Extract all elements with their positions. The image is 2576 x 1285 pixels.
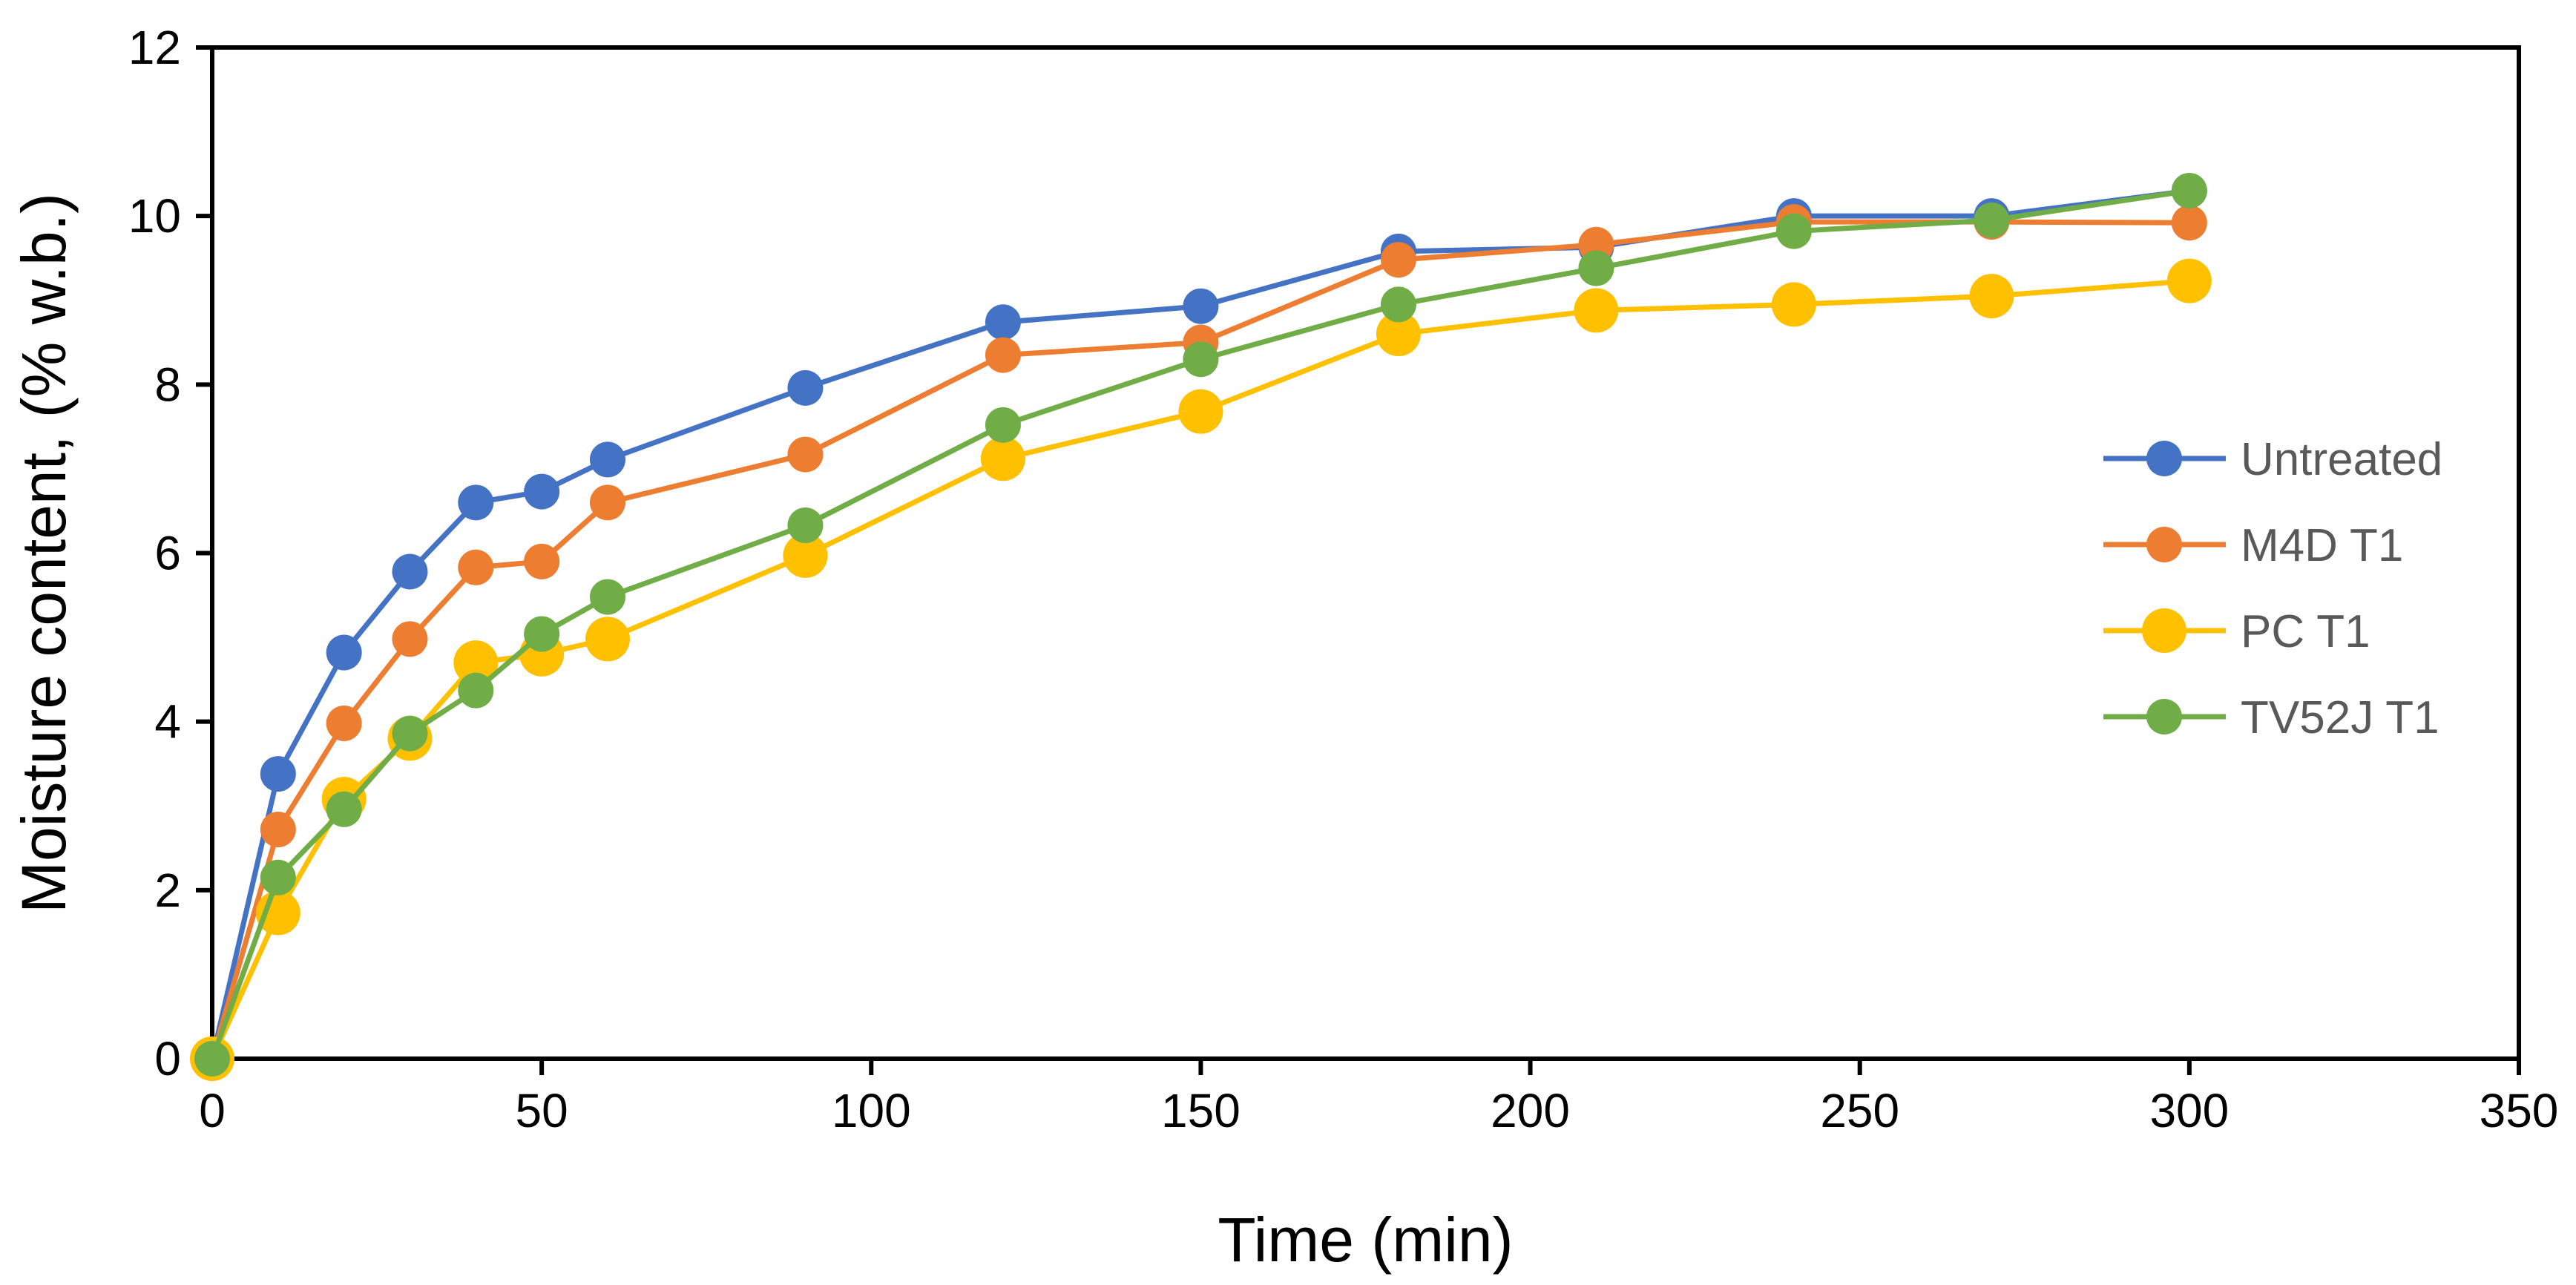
data-point [1771,282,1816,327]
y-tick-label: 2 [154,864,181,917]
x-tick-label: 50 [516,1084,568,1137]
data-point [524,473,560,510]
data-point [2166,258,2212,303]
x-axis-ticks: 0 50 100 150 200 250 300 350 [199,1059,2558,1137]
data-point [985,337,1021,373]
data-point [585,617,630,662]
data-point [1183,288,1219,324]
series-layer [190,173,2212,1081]
x-tick-label: 250 [1820,1084,1899,1137]
x-tick-label: 300 [2149,1084,2229,1137]
data-point [326,634,362,671]
data-point [392,621,428,657]
data-point [1380,286,1416,323]
data-point [524,616,560,652]
data-point [787,369,824,406]
data-point [458,672,494,709]
x-tick-label: 200 [1491,1084,1570,1137]
legend-label: TV52J T1 [2241,692,2439,743]
data-point [1578,250,1614,286]
data-point [589,441,625,478]
legend-label: M4D T1 [2241,520,2403,571]
data-point [2171,173,2207,209]
legend-item: TV52J T1 [2103,692,2439,743]
data-point [453,640,499,686]
data-point [783,533,828,578]
data-point [985,304,1021,341]
legend: Untreated M4D T1 PC T1 TV52J T1 [2103,434,2442,743]
data-point [458,484,494,521]
data-point [1376,312,1421,357]
legend-marker [2146,441,2182,476]
data-point [260,756,296,792]
data-point [326,705,362,741]
data-point [1775,213,1812,249]
legend-marker [2146,699,2182,734]
data-point [260,812,296,848]
y-tick-label: 10 [128,189,181,243]
legend-item: Untreated [2103,434,2442,485]
data-point [458,549,494,585]
y-tick-label: 6 [154,527,181,580]
data-point [1969,274,2014,319]
legend-label: PC T1 [2241,606,2370,657]
y-tick-label: 4 [154,695,181,749]
data-point [1183,341,1219,378]
data-point [787,436,824,473]
data-point [589,579,625,615]
legend-marker [2146,527,2182,562]
x-tick-label: 350 [2480,1084,2559,1137]
data-point [524,543,560,579]
legend-item: PC T1 [2103,606,2370,657]
data-point [260,859,296,895]
x-tick-label: 0 [199,1084,226,1137]
data-point [1574,288,1619,333]
data-point [787,507,824,544]
legend-item: M4D T1 [2103,520,2403,571]
data-point [194,1041,230,1077]
data-point [392,553,428,590]
data-point [1178,389,1223,434]
y-axis-title: Moisture content, (% w.b.) [9,193,79,913]
data-point [392,715,428,752]
data-point [980,436,1025,482]
data-point [1974,202,2010,238]
data-point [326,791,362,827]
y-tick-label: 8 [154,358,181,411]
y-tick-label: 12 [128,21,181,74]
data-point [589,484,625,521]
data-point [1380,242,1416,278]
data-point [2171,205,2207,241]
x-tick-label: 100 [832,1084,911,1137]
data-point [985,407,1021,443]
legend-marker [2142,608,2186,653]
legend-label: Untreated [2241,434,2442,485]
x-tick-label: 150 [1161,1084,1241,1137]
x-axis-title: Time (min) [1218,1205,1513,1275]
y-tick-label: 0 [154,1032,181,1085]
y-axis-ticks: 0 2 4 6 8 10 12 [128,21,212,1085]
series-tv52j-t1 [194,173,2207,1077]
